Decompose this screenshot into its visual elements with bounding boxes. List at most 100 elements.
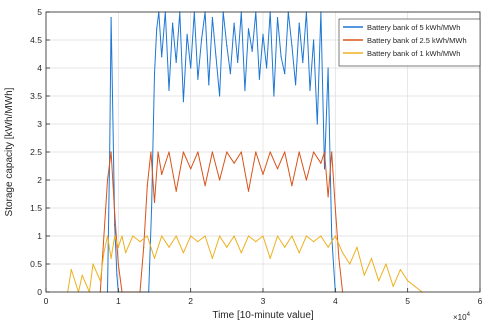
series-1-point — [244, 89, 246, 91]
series-2-point — [269, 151, 271, 153]
series-1-point — [219, 95, 221, 97]
series-1-point — [197, 78, 199, 80]
series-2-point — [320, 162, 322, 164]
series-3-point — [161, 235, 163, 237]
series-3-point — [139, 241, 141, 243]
series-1-point — [273, 95, 275, 97]
series-1-point — [247, 28, 250, 30]
series-3-point — [262, 235, 264, 237]
legend-label: Battery bank of 5 kWh/MWh — [367, 23, 460, 32]
series-1-point — [111, 95, 114, 97]
series-2-point — [298, 151, 300, 153]
series-3-point — [146, 235, 148, 237]
series-3-point — [70, 269, 72, 271]
series-3-point — [106, 235, 109, 237]
series-3-point — [349, 263, 351, 265]
series-1-point — [313, 39, 315, 41]
series-3-point — [342, 252, 344, 254]
series-2-point — [240, 151, 242, 153]
series-3-point — [132, 235, 134, 237]
series-1-point — [182, 101, 184, 103]
series-1-point — [291, 45, 293, 47]
series-3-point — [370, 257, 373, 259]
series-1-point — [109, 151, 111, 153]
series-1-point — [295, 84, 297, 86]
x-tick-label: 6 — [478, 296, 483, 306]
series-3-point — [291, 235, 293, 237]
series-2-point — [114, 213, 116, 215]
series-2-point — [262, 173, 264, 175]
series-1-point — [316, 123, 318, 125]
series-3-point — [211, 257, 213, 259]
series-3-point — [320, 235, 322, 237]
series-3-point — [125, 252, 127, 254]
legend-label: Battery bank of 2.5 kWh/MWh — [367, 36, 467, 45]
series-1-point — [151, 207, 153, 209]
y-tick-label: 2 — [37, 175, 42, 185]
series-1-point — [302, 61, 304, 64]
series-2-point — [157, 151, 159, 153]
series-3-point — [392, 285, 394, 287]
series-1-point — [276, 17, 279, 19]
series-2-point — [233, 162, 235, 164]
series-3-point — [356, 246, 358, 248]
legend-label: Battery bank of 1 kWh/MWh — [367, 49, 460, 58]
series-1-point — [258, 78, 260, 80]
y-tick-label: 3 — [37, 119, 42, 129]
series-1-point — [226, 45, 228, 47]
y-ticks: 0 0.5 1 1.5 2 2.5 3 3.5 4 4.5 5 — [30, 7, 50, 297]
series-3-point — [269, 257, 271, 259]
series-2-point — [226, 151, 228, 153]
series-1-point — [153, 73, 156, 75]
series-3-point — [255, 241, 257, 243]
series-1-point — [331, 235, 333, 237]
series-3-point — [378, 280, 380, 282]
series-3-point — [103, 252, 105, 254]
series-3-point — [121, 235, 123, 237]
series-1-point — [116, 274, 118, 276]
series-2-point — [255, 151, 257, 153]
y-tick-label: 1 — [37, 231, 42, 241]
series-3-point — [190, 235, 192, 237]
series-3-point — [110, 257, 112, 259]
series-3-point — [298, 252, 300, 254]
x-tick-label: 2 — [188, 296, 193, 306]
series-3-point — [414, 285, 416, 287]
series-2-point — [153, 201, 156, 203]
series-2-point — [161, 173, 163, 175]
series-3-point — [363, 274, 365, 276]
y-axis-label: Storage capacity [kWh/MWh] — [4, 87, 15, 216]
series-2-point — [338, 257, 340, 259]
series-3-point — [168, 246, 170, 248]
series-1-point — [175, 61, 177, 64]
series-1-point — [190, 67, 192, 69]
series-3-point — [247, 235, 250, 237]
series-3-point — [305, 235, 307, 237]
series-3-point — [153, 257, 156, 259]
series-1-point — [309, 89, 311, 91]
series-3-point — [284, 246, 286, 248]
y-tick-label: 2.5 — [30, 147, 42, 157]
series-3-point — [92, 263, 94, 265]
series-1-point — [200, 39, 203, 41]
x-tick-label: 0 — [44, 296, 49, 306]
x-tick-label: 4 — [333, 296, 338, 306]
series-1-point — [161, 56, 163, 58]
series-2-point — [110, 151, 112, 153]
x-tick-label: 3 — [261, 296, 266, 306]
series-2-point — [146, 185, 148, 187]
series-1-point — [251, 50, 253, 52]
series-3-point — [204, 235, 206, 237]
y-tick-label: 0.5 — [30, 259, 42, 269]
x-tick-label: 5 — [405, 296, 410, 306]
series-2-point — [219, 179, 221, 181]
series-3-point — [117, 246, 119, 248]
y-tick-label: 5 — [37, 7, 42, 17]
series-3-point — [226, 246, 228, 248]
series-3-point — [81, 274, 83, 276]
series-1-point — [237, 61, 239, 64]
series-2-point — [313, 151, 315, 153]
x-axis-exponent-power: 4 — [467, 312, 471, 318]
series-1-point — [208, 84, 210, 86]
series-1-point — [266, 67, 268, 69]
